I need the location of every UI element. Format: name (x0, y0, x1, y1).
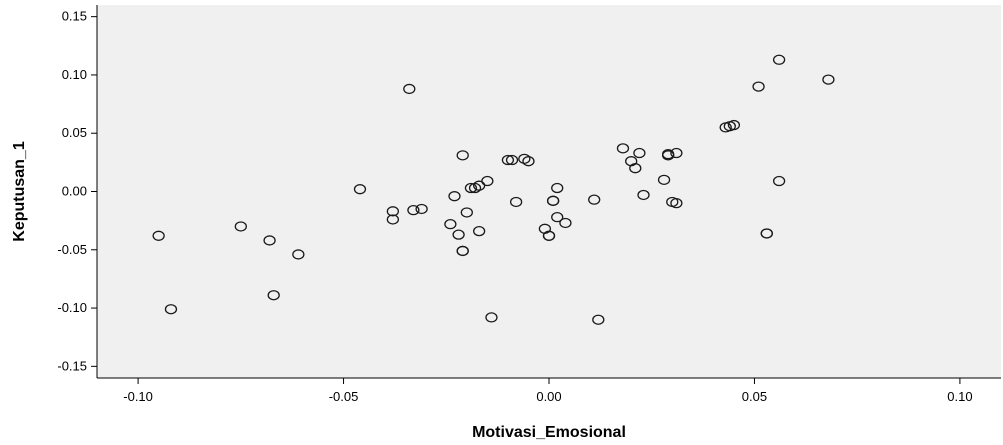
data-point (164, 304, 178, 315)
x-tick-label: -0.10 (123, 389, 153, 404)
data-point (772, 175, 786, 187)
data-point (505, 154, 519, 166)
x-tick-label: 0.05 (742, 389, 767, 404)
data-point (670, 198, 683, 209)
data-point (481, 175, 494, 187)
data-point (292, 249, 305, 260)
data-point (546, 195, 560, 206)
y-tick-label: 0.10 (62, 67, 87, 82)
x-axis-ticks: -0.10 -0.05 0.00 0.05 0.10 (123, 378, 973, 404)
data-point (559, 217, 572, 229)
data-point (657, 174, 671, 185)
data-point (522, 156, 535, 167)
data-points (152, 54, 835, 325)
data-point (822, 74, 835, 85)
y-tick-label: -0.10 (57, 300, 87, 315)
y-tick-label: 0.15 (62, 9, 87, 24)
data-point (386, 206, 400, 217)
data-point (752, 81, 765, 92)
data-point (267, 290, 280, 301)
data-point (588, 194, 601, 205)
x-axis-title: Motivasi_Emosional (472, 424, 626, 441)
y-tick-label: -0.05 (57, 242, 87, 257)
data-point (452, 229, 465, 240)
data-point (407, 204, 420, 216)
data-point (542, 230, 556, 241)
data-point (670, 147, 683, 159)
data-point (444, 218, 457, 230)
data-point (234, 221, 247, 232)
y-axis-ticks: 0.15 0.10 0.05 0.00 -0.05 -0.10 -0.15 (57, 9, 97, 373)
data-point (403, 83, 416, 95)
data-point (629, 163, 642, 174)
data-point (772, 54, 786, 65)
data-point (551, 211, 564, 223)
data-point (456, 245, 469, 257)
plot-area (97, 5, 1001, 378)
x-tick-label: 0.00 (536, 389, 561, 404)
data-point (353, 184, 367, 195)
data-point (472, 225, 486, 237)
data-point (464, 182, 478, 194)
data-point (448, 191, 461, 202)
x-tick-label: 0.10 (947, 389, 972, 404)
data-point (662, 149, 675, 160)
y-tick-label: 0.00 (62, 184, 87, 199)
y-tick-label: -0.15 (57, 358, 87, 373)
data-point (501, 154, 515, 166)
data-point (485, 312, 498, 323)
data-point (727, 119, 741, 131)
data-point (460, 207, 473, 218)
y-tick-label: 0.05 (62, 125, 87, 140)
x-tick-label: -0.05 (329, 389, 359, 404)
data-point (263, 235, 276, 246)
data-point (472, 180, 486, 191)
data-point (637, 189, 650, 201)
data-point (456, 150, 469, 161)
data-point (760, 228, 773, 239)
data-point (415, 203, 428, 215)
data-point (509, 196, 523, 208)
data-point (616, 143, 630, 154)
data-point (551, 182, 564, 194)
data-point (633, 147, 646, 159)
data-point (592, 314, 605, 325)
y-axis-title: Keputusan_1 (11, 141, 28, 242)
data-point (152, 230, 165, 241)
data-point (386, 214, 400, 225)
